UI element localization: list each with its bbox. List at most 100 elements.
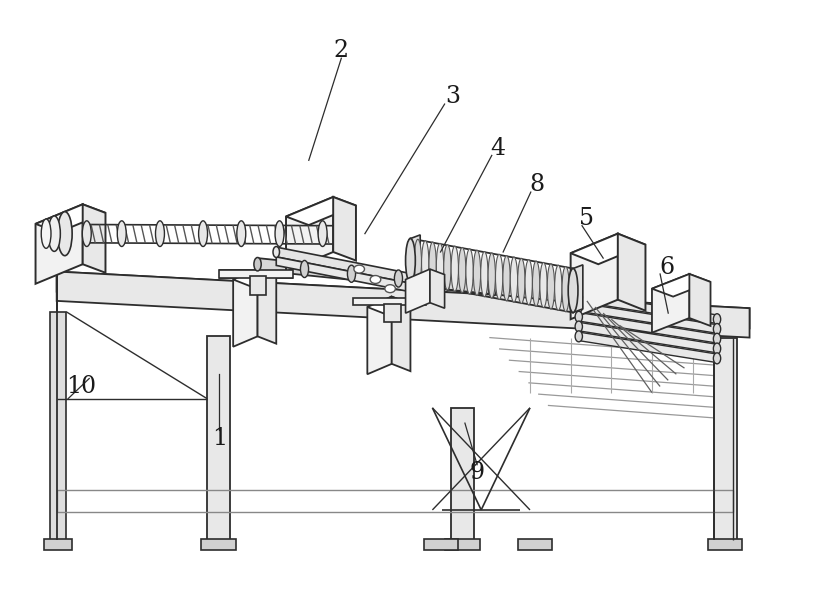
Polygon shape [367,297,410,314]
Ellipse shape [444,245,451,290]
Polygon shape [56,271,750,338]
Ellipse shape [198,221,207,246]
Polygon shape [233,269,258,347]
Polygon shape [353,298,426,305]
Ellipse shape [82,221,91,246]
Polygon shape [652,274,690,333]
Ellipse shape [429,242,437,287]
Bar [251,276,267,295]
Polygon shape [690,274,711,326]
Polygon shape [286,197,333,271]
Ellipse shape [540,262,548,308]
Polygon shape [570,234,618,319]
Ellipse shape [406,239,415,282]
Ellipse shape [575,321,583,332]
Text: 1: 1 [212,427,227,450]
Polygon shape [579,293,717,324]
Ellipse shape [713,333,721,344]
Ellipse shape [370,276,381,284]
Ellipse shape [575,311,583,322]
Ellipse shape [503,255,510,301]
Polygon shape [258,258,570,302]
Ellipse shape [555,265,562,311]
Ellipse shape [413,274,419,285]
Ellipse shape [575,292,583,303]
Ellipse shape [488,253,495,298]
Ellipse shape [118,221,126,246]
Ellipse shape [473,250,481,295]
Text: 2: 2 [334,39,349,62]
Ellipse shape [488,279,496,297]
Polygon shape [573,265,583,313]
Ellipse shape [713,353,721,364]
Bar [384,304,401,322]
Polygon shape [36,204,82,284]
Text: 10: 10 [66,375,96,398]
Ellipse shape [495,254,503,300]
Ellipse shape [533,261,539,306]
Text: 9: 9 [469,460,485,484]
Ellipse shape [354,265,365,273]
Polygon shape [367,297,392,375]
Polygon shape [333,197,356,260]
Ellipse shape [575,331,583,342]
Polygon shape [579,313,717,343]
Ellipse shape [481,252,488,297]
Bar [708,539,743,550]
Ellipse shape [517,258,525,303]
Polygon shape [652,274,711,297]
Polygon shape [220,270,292,278]
Bar [50,312,66,540]
Ellipse shape [407,238,414,283]
Ellipse shape [713,343,721,354]
Text: 8: 8 [529,173,544,196]
Ellipse shape [237,221,246,246]
Ellipse shape [348,265,356,282]
Ellipse shape [385,285,396,293]
Ellipse shape [459,247,466,293]
Polygon shape [277,257,416,293]
Bar [714,338,737,540]
Ellipse shape [42,219,51,248]
Ellipse shape [713,314,721,325]
Ellipse shape [575,301,583,313]
Bar [451,408,474,540]
Ellipse shape [451,246,459,291]
Bar [45,539,72,550]
Ellipse shape [525,260,532,305]
Ellipse shape [510,257,517,302]
Polygon shape [258,269,277,344]
Polygon shape [233,269,277,287]
Ellipse shape [422,241,429,286]
Polygon shape [82,204,105,273]
Polygon shape [410,235,420,282]
Text: 6: 6 [659,256,674,279]
Ellipse shape [437,243,444,289]
Ellipse shape [562,266,570,312]
Bar [424,539,459,550]
Ellipse shape [441,274,450,292]
Polygon shape [579,322,717,353]
Text: 5: 5 [579,207,594,230]
Ellipse shape [48,216,60,251]
Bar [207,336,230,540]
Ellipse shape [273,246,280,257]
Ellipse shape [415,239,422,284]
Ellipse shape [254,257,261,271]
Polygon shape [570,234,645,264]
Polygon shape [579,303,717,333]
Text: 4: 4 [490,136,505,160]
Polygon shape [579,332,717,363]
Bar [518,539,552,550]
Bar [446,539,480,550]
Bar [202,539,236,550]
Polygon shape [277,247,416,284]
Ellipse shape [300,260,308,278]
Ellipse shape [548,264,555,309]
Ellipse shape [57,212,72,255]
Ellipse shape [156,221,165,246]
Ellipse shape [466,249,473,294]
Ellipse shape [713,324,721,335]
Polygon shape [286,197,356,225]
Ellipse shape [570,268,577,313]
